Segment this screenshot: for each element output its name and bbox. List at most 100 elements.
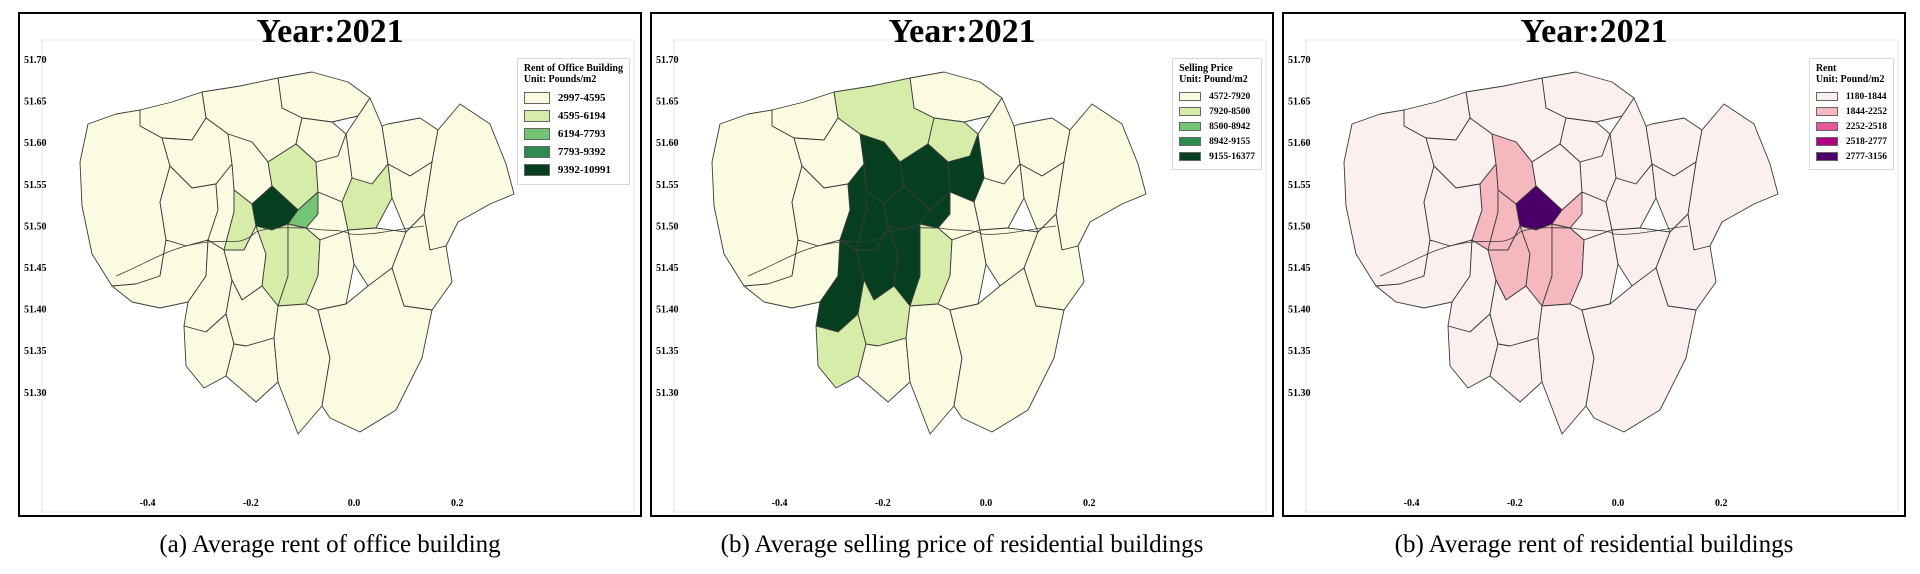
legend-label: 4595-6194	[557, 110, 606, 122]
legend-label: 1180-1844	[1845, 91, 1887, 102]
borough-bromley	[1581, 267, 1697, 433]
x-tick-label: -0.4	[140, 498, 156, 509]
river-line	[115, 225, 425, 277]
legend-swatch	[1815, 92, 1838, 101]
panel-title-c: Year:2021	[1520, 13, 1668, 50]
y-tick-label: 51.60	[1288, 138, 1311, 149]
legend-label: 4572-7920	[1209, 91, 1251, 102]
x-tick-label: -0.2	[1507, 498, 1523, 509]
y-tick-label: 51.40	[1288, 305, 1311, 316]
y-tick-label: 51.70	[656, 55, 679, 66]
legend-swatch	[1815, 137, 1838, 146]
legend-swatch	[1179, 107, 1202, 116]
legend-title-b-line1: Selling Price	[1179, 63, 1233, 74]
legend-swatch	[1179, 122, 1202, 131]
caption-b: (b) Average selling price of residential…	[720, 531, 1204, 558]
map-panel-c: 51.70 51.65 51.60 51.55 51.50 51.45 51.40 51.35…	[1282, 12, 1906, 517]
x-tick-label: 0.0	[348, 498, 361, 509]
x-tick-label: -0.2	[243, 498, 259, 509]
borough-bromley	[949, 267, 1065, 433]
legend-label: 2252-2518	[1845, 121, 1887, 132]
y-tick-label: 51.70	[1288, 55, 1311, 66]
y-tick-label: 51.65	[1288, 97, 1311, 108]
y-tick-label: 51.30	[24, 388, 47, 399]
legend-item: 9392-10991	[523, 161, 623, 179]
legend-swatch	[1815, 152, 1838, 161]
y-tick-label: 51.50	[24, 221, 47, 232]
choropleth-map-b: 51.70 51.65 51.60 51.55 51.50 51.45 51.40 51.35…	[656, 39, 1267, 513]
legend-item: 4572-7920	[1179, 89, 1255, 104]
legend-title-c-line2: Unit: Pound/m2	[1815, 74, 1885, 85]
legend-label: 2997-4595	[557, 92, 606, 104]
x-tick-label: -0.2	[875, 498, 891, 509]
legend-swatch	[1179, 137, 1202, 146]
choropleth-map-c: 51.70 51.65 51.60 51.55 51.50 51.45 51.40 51.35…	[1288, 39, 1899, 513]
x-tick-label: -0.4	[772, 498, 788, 509]
legend-label: 8942-9155	[1209, 136, 1251, 147]
legend-label: 9155-16377	[1209, 151, 1255, 162]
x-tick-label: 0.0	[980, 498, 993, 509]
x-tick-label: 0.2	[451, 498, 464, 509]
legend-item: 2518-2777	[1815, 134, 1887, 149]
river-line	[1379, 225, 1689, 277]
legend-item: 1180-1844	[1815, 89, 1887, 104]
legend-swatch	[1815, 107, 1838, 116]
legend-a: Rent of Office Building Unit: Pounds/m2 …	[516, 58, 630, 185]
legend-item: 2777-3156	[1815, 149, 1887, 164]
y-tick-label: 51.30	[1288, 388, 1311, 399]
y-tick-label: 51.60	[24, 138, 47, 149]
map-panel-b: 51.70 51.65 51.60 51.55 51.50 51.45 51.40 51.35…	[650, 12, 1274, 517]
y-tick-label: 51.45	[1288, 263, 1311, 274]
panel-title-b: Year:2021	[888, 13, 1036, 50]
legend-label: 7920-8500	[1209, 106, 1251, 117]
legend-swatch	[1179, 92, 1202, 101]
y-tick-label: 51.35	[656, 346, 679, 357]
map-panel-a: 51.70 51.65 51.60 51.55 51.50 51.45 51.40 51.35…	[18, 12, 642, 517]
legend-title-a-line1: Rent of Office Building	[523, 63, 623, 74]
legend-label: 2518-2777	[1845, 136, 1887, 147]
legend-swatch	[1815, 122, 1838, 131]
x-tick-label: 0.2	[1715, 498, 1728, 509]
x-tick-label: -0.4	[1404, 498, 1420, 509]
legend-item: 4595-6194	[523, 107, 623, 125]
y-tick-label: 51.40	[656, 305, 679, 316]
y-tick-label: 51.50	[656, 221, 679, 232]
legend-title-c-line1: Rent	[1815, 63, 1837, 74]
y-tick-label: 51.55	[656, 180, 679, 191]
legend-swatch	[1179, 152, 1202, 161]
y-tick-label: 51.65	[24, 97, 47, 108]
y-tick-label: 51.70	[24, 55, 47, 66]
y-tick-label: 51.40	[24, 305, 47, 316]
y-tick-label: 51.45	[24, 263, 47, 274]
legend-label: 6194-7793	[557, 128, 606, 140]
legend-item: 8500-8942	[1179, 119, 1255, 134]
y-tick-label: 51.45	[656, 263, 679, 274]
legend-item: 1844-2252	[1815, 104, 1887, 119]
legend-item: 2252-2518	[1815, 119, 1887, 134]
legend-c: Rent Unit: Pound/m2 1180-1844 1844-2252 …	[1808, 58, 1894, 170]
legend-swatch	[523, 92, 550, 104]
caption-c: (b) Average rent of residential building…	[1394, 531, 1794, 558]
y-tick-label: 51.55	[1288, 180, 1311, 191]
legend-item: 7793-9392	[523, 143, 623, 161]
y-tick-label: 51.30	[656, 388, 679, 399]
borough-bromley	[317, 267, 433, 433]
legend-item: 9155-16377	[1179, 149, 1255, 164]
y-tick-label: 51.65	[656, 97, 679, 108]
legend-item: 2997-4595	[523, 89, 623, 107]
legend-label: 7793-9392	[557, 146, 606, 158]
y-tick-label: 51.35	[24, 346, 47, 357]
legend-label: 1844-2252	[1845, 106, 1887, 117]
legend-item: 8942-9155	[1179, 134, 1255, 149]
legend-title-a-line2: Unit: Pounds/m2	[523, 74, 597, 85]
river-line	[747, 225, 1057, 277]
legend-swatch	[523, 128, 550, 140]
caption-a: (a) Average rent of office building	[159, 531, 501, 558]
legend-swatch	[523, 164, 550, 176]
legend-title-b-line2: Unit: Pound/m2	[1179, 74, 1248, 85]
y-tick-label: 51.60	[656, 138, 679, 149]
legend-label: 8500-8942	[1209, 121, 1251, 132]
x-tick-label: 0.0	[1612, 498, 1625, 509]
panel-title-a: Year:2021	[256, 13, 404, 50]
legend-label: 9392-10991	[557, 164, 611, 176]
